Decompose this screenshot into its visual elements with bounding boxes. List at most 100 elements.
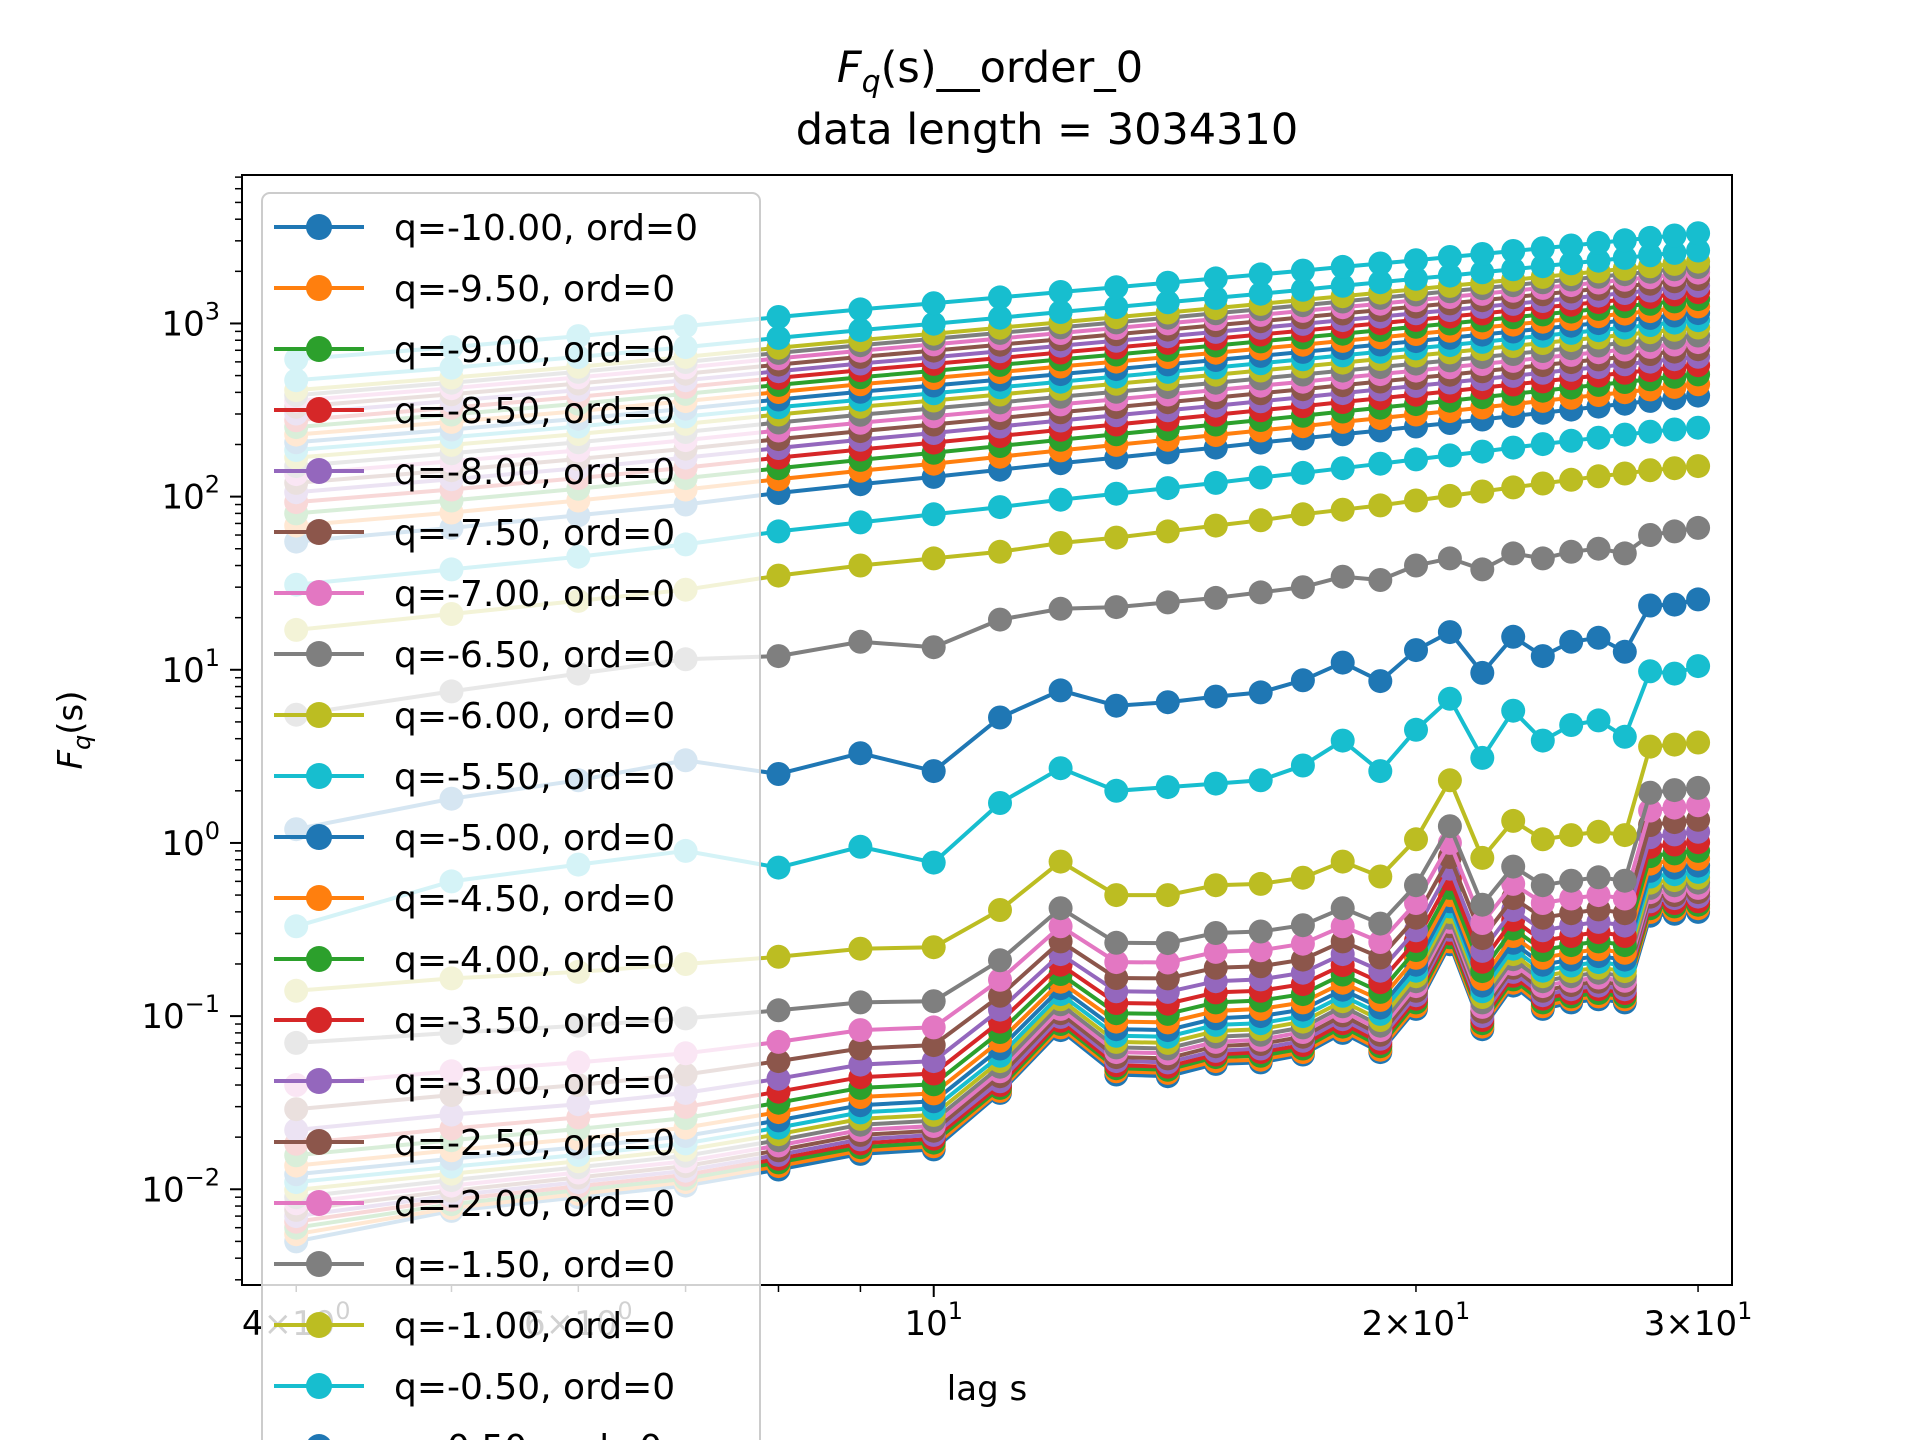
legend-entry: q=-7.00, ord=0	[274, 574, 675, 615]
data-point	[766, 944, 791, 969]
data-point	[1155, 476, 1180, 501]
legend-entry: q=-0.50, ord=0	[274, 1367, 675, 1408]
data-point	[1662, 778, 1687, 803]
data-point	[1662, 223, 1687, 248]
data-point	[1404, 873, 1428, 898]
data-point	[1686, 654, 1711, 679]
legend-entry: q=-6.50, ord=0	[274, 635, 675, 676]
x-axis-label: lag s	[947, 1369, 1027, 1409]
data-point	[1104, 883, 1129, 908]
data-point	[1638, 523, 1663, 547]
legend-entry: q=-3.50, ord=0	[274, 1001, 675, 1042]
data-point	[1662, 240, 1687, 265]
legend-label: q=-4.50, ord=0	[394, 879, 675, 920]
data-point	[1330, 273, 1355, 298]
legend-entry: q=-7.50, ord=0	[274, 513, 675, 554]
legend-marker	[306, 946, 332, 972]
legend-label: q=-2.50, ord=0	[394, 1123, 675, 1164]
data-point	[1104, 778, 1129, 803]
data-point	[1437, 443, 1462, 468]
data-point	[1686, 415, 1711, 440]
data-point	[766, 325, 791, 350]
legend-entry: q=-8.00, ord=0	[274, 452, 675, 493]
data-point	[988, 791, 1012, 815]
data-point	[1437, 620, 1462, 645]
y-axis: 10−2 10−1 100 101 102 103	[141, 176, 242, 1281]
data-point	[848, 834, 873, 859]
data-point	[1501, 698, 1526, 723]
data-point	[766, 519, 791, 544]
legend-label: q=-2.00, ord=0	[394, 1184, 675, 1225]
data-point	[988, 305, 1012, 330]
data-point	[1290, 931, 1315, 956]
data-point	[1559, 233, 1584, 258]
data-point	[921, 502, 946, 527]
data-point	[1155, 950, 1180, 975]
data-point	[1530, 546, 1555, 571]
data-point	[1662, 592, 1687, 617]
data-point	[1559, 467, 1584, 492]
plot-frame	[241, 174, 1733, 1286]
data-point	[988, 285, 1012, 310]
data-point	[1501, 541, 1526, 566]
legend-label: q=-7.00, ord=0	[394, 574, 675, 615]
data-point	[1470, 660, 1495, 685]
data-point	[1586, 883, 1611, 908]
data-point	[1290, 277, 1315, 302]
data-point	[766, 563, 791, 588]
data-point	[1248, 580, 1273, 605]
data-point	[1203, 873, 1228, 898]
data-point	[1470, 892, 1495, 917]
data-point	[1638, 243, 1663, 268]
data-point	[1404, 553, 1428, 578]
data-point	[1501, 435, 1526, 460]
data-point	[1638, 780, 1663, 805]
legend-marker	[306, 275, 332, 301]
legend-entry: q=-9.50, ord=0	[274, 269, 675, 310]
data-point	[1155, 270, 1180, 295]
data-point	[1248, 680, 1273, 705]
legend-label: q=-8.50, ord=0	[394, 391, 675, 432]
data-point	[1203, 470, 1228, 495]
data-point	[1686, 587, 1711, 612]
legend-marker	[306, 1373, 332, 1399]
data-point	[1530, 644, 1555, 669]
data-point	[1501, 808, 1526, 833]
title-function-argument: (s)	[881, 43, 937, 93]
data-point	[1530, 254, 1555, 279]
legend-label: q=-10.00, ord=0	[394, 208, 698, 249]
legend-label: q=-1.00, ord=0	[394, 1306, 675, 1347]
data-point	[1404, 717, 1428, 742]
data-point	[921, 291, 946, 316]
data-point	[988, 607, 1012, 632]
data-point	[1155, 775, 1180, 800]
data-point	[1530, 471, 1555, 496]
data-point	[1048, 678, 1073, 703]
data-point	[1203, 585, 1228, 610]
data-point	[848, 936, 873, 961]
legend-entry: q=-8.50, ord=0	[274, 391, 675, 432]
data-point	[1612, 724, 1637, 749]
legend: q=-10.00, ord=0 q=-9.50, ord=0 q=-9.00, or…	[261, 192, 761, 1440]
data-point	[1501, 854, 1526, 879]
data-point	[1368, 930, 1393, 954]
data-point	[1612, 541, 1637, 566]
data-point	[1203, 921, 1228, 945]
data-point	[1048, 756, 1073, 781]
data-point	[1248, 919, 1273, 944]
data-point	[1368, 669, 1393, 694]
data-point	[1048, 896, 1073, 921]
data-point	[1368, 451, 1393, 476]
data-point	[1530, 728, 1555, 753]
legend-marker	[306, 641, 332, 667]
data-point	[1638, 734, 1663, 759]
title-function-base: F	[837, 43, 863, 93]
data-point	[1248, 281, 1273, 306]
data-point	[1104, 595, 1129, 620]
data-point	[1559, 428, 1584, 453]
y-tick-label: 10−1	[141, 990, 220, 1037]
legend-entry: q=-1.50, ord=0	[274, 1245, 675, 1286]
legend-label: q=-1.50, ord=0	[394, 1245, 675, 1286]
y-label-subscript: q	[68, 735, 96, 750]
data-point	[1501, 257, 1526, 282]
